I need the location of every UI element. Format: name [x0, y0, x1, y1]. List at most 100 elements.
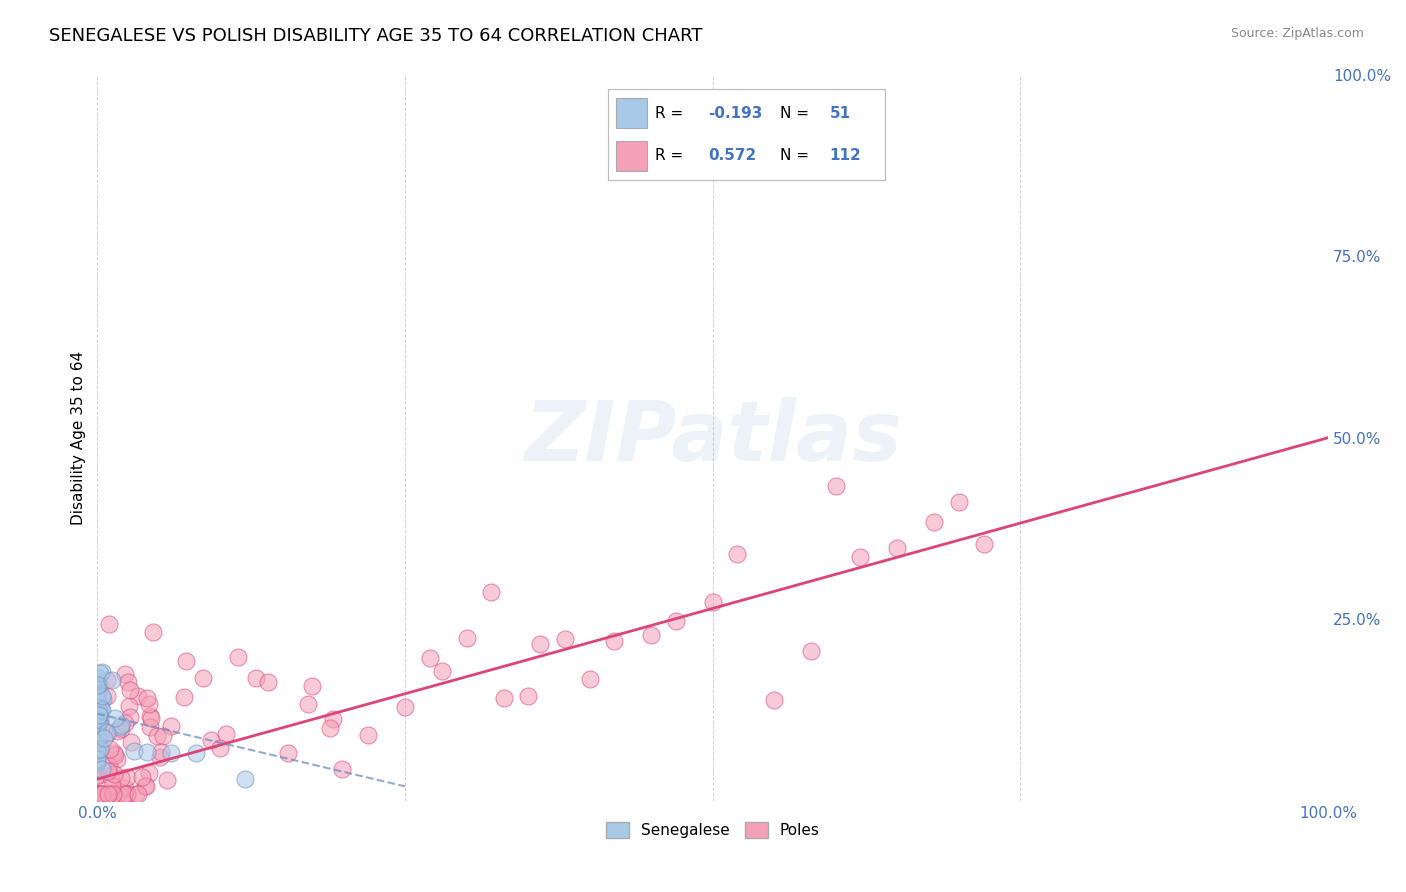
Point	[725, 547, 748, 561]
Point	[90, 701, 112, 715]
Point	[173, 690, 195, 704]
Point	[87, 671, 110, 685]
Point	[97, 764, 120, 779]
Point	[86, 787, 108, 801]
Point	[176, 654, 198, 668]
Point	[89, 715, 111, 730]
Point	[86, 754, 108, 768]
Point	[456, 631, 478, 645]
Point	[105, 752, 128, 766]
Point	[86, 679, 108, 693]
Point	[90, 740, 112, 755]
Point	[93, 691, 115, 706]
Point	[89, 708, 111, 723]
Point	[93, 731, 115, 746]
Point	[114, 667, 136, 681]
Point	[97, 726, 120, 740]
Point	[101, 787, 124, 801]
Point	[86, 708, 108, 723]
Point	[665, 614, 688, 628]
Point	[276, 746, 298, 760]
Point	[419, 651, 441, 665]
Point	[87, 679, 110, 693]
Point	[89, 707, 111, 722]
Point	[91, 787, 114, 801]
Point	[97, 787, 120, 801]
Point	[86, 703, 108, 717]
Point	[233, 772, 256, 786]
Point	[139, 720, 162, 734]
Point	[86, 729, 108, 743]
Point	[87, 787, 110, 801]
Point	[702, 595, 724, 609]
Point	[135, 745, 157, 759]
Point	[86, 736, 108, 750]
Point	[142, 625, 165, 640]
Point	[118, 699, 141, 714]
Point	[200, 732, 222, 747]
Point	[86, 732, 108, 747]
Point	[138, 697, 160, 711]
Point	[578, 673, 600, 687]
Point	[86, 680, 108, 694]
Point	[86, 709, 108, 723]
Point	[114, 781, 136, 796]
Point	[89, 787, 111, 801]
Point	[104, 747, 127, 762]
Point	[90, 762, 112, 776]
Point	[86, 713, 108, 727]
Point	[86, 756, 108, 770]
Point	[101, 673, 124, 687]
Point	[922, 516, 945, 530]
Point	[86, 694, 108, 708]
Point	[89, 714, 111, 728]
Point	[86, 688, 108, 702]
Point	[517, 689, 540, 703]
Point	[152, 729, 174, 743]
Point	[357, 728, 380, 742]
Point	[120, 710, 142, 724]
Point	[100, 779, 122, 793]
Point	[98, 787, 121, 801]
Point	[86, 742, 108, 756]
Point	[89, 728, 111, 742]
Point	[430, 664, 453, 678]
Point	[104, 711, 127, 725]
Point	[86, 690, 108, 704]
Point	[89, 787, 111, 801]
Point	[886, 541, 908, 555]
Point	[91, 689, 114, 703]
Point	[96, 724, 118, 739]
Point	[86, 719, 108, 733]
Point	[554, 632, 576, 647]
Point	[127, 787, 149, 801]
Point	[849, 550, 872, 565]
Point	[86, 752, 108, 766]
Point	[763, 693, 786, 707]
Point	[86, 715, 108, 730]
Point	[156, 772, 179, 787]
Point	[91, 787, 114, 801]
Point	[214, 727, 236, 741]
Point	[322, 712, 344, 726]
Point	[86, 686, 108, 700]
Point	[86, 787, 108, 801]
Point	[94, 787, 117, 801]
Point	[973, 537, 995, 551]
Point	[120, 735, 142, 749]
Point	[103, 746, 125, 760]
Point	[146, 729, 169, 743]
Point	[149, 749, 172, 764]
Point	[86, 742, 108, 756]
Point	[297, 697, 319, 711]
Point	[330, 762, 353, 776]
Point	[115, 787, 138, 801]
Point	[118, 683, 141, 698]
Point	[86, 707, 108, 722]
Point	[115, 787, 138, 801]
Point	[107, 787, 129, 801]
Point	[139, 709, 162, 723]
Point	[149, 745, 172, 759]
Point	[89, 742, 111, 756]
Point	[160, 746, 183, 760]
